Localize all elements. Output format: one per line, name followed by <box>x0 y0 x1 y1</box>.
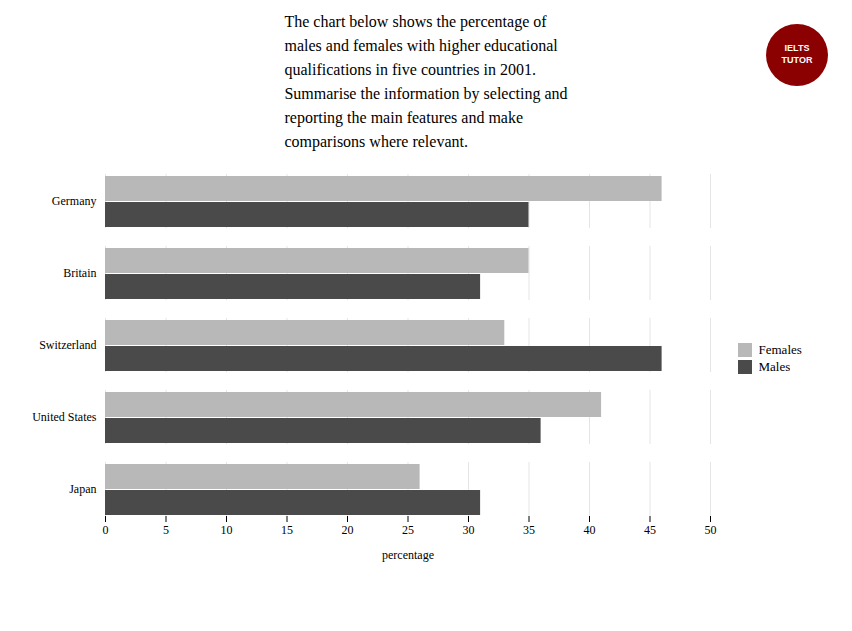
svg-text:0: 0 <box>103 523 109 537</box>
svg-text:percentage: percentage <box>382 548 434 562</box>
svg-text:Britain: Britain <box>63 266 96 280</box>
svg-text:United States: United States <box>32 410 97 424</box>
html-text:Females: Females <box>758 341 802 357</box>
html-text:Males: Males <box>758 358 791 374</box>
svg-text:25: 25 <box>402 523 414 537</box>
svg-text:Japan: Japan <box>69 482 96 496</box>
svg-text:20: 20 <box>342 523 354 537</box>
svg-text:10: 10 <box>221 523 233 537</box>
svg-text:15: 15 <box>281 523 293 537</box>
svg-text:Germany: Germany <box>52 194 97 208</box>
html-text:IELTS: IELTS <box>784 43 810 54</box>
svg-text:45: 45 <box>644 523 656 537</box>
svg-text:5: 5 <box>163 523 169 537</box>
svg-text:30: 30 <box>463 523 475 537</box>
svg-text:50: 50 <box>705 523 717 537</box>
html-text:The chart below shows the perc: The chart below shows the percentage of … <box>284 13 568 150</box>
html-text:TUTOR: TUTOR <box>781 55 813 65</box>
svg-text:Switzerland: Switzerland <box>39 338 96 352</box>
svg-text:40: 40 <box>584 523 596 537</box>
svg-text:35: 35 <box>523 523 535 537</box>
